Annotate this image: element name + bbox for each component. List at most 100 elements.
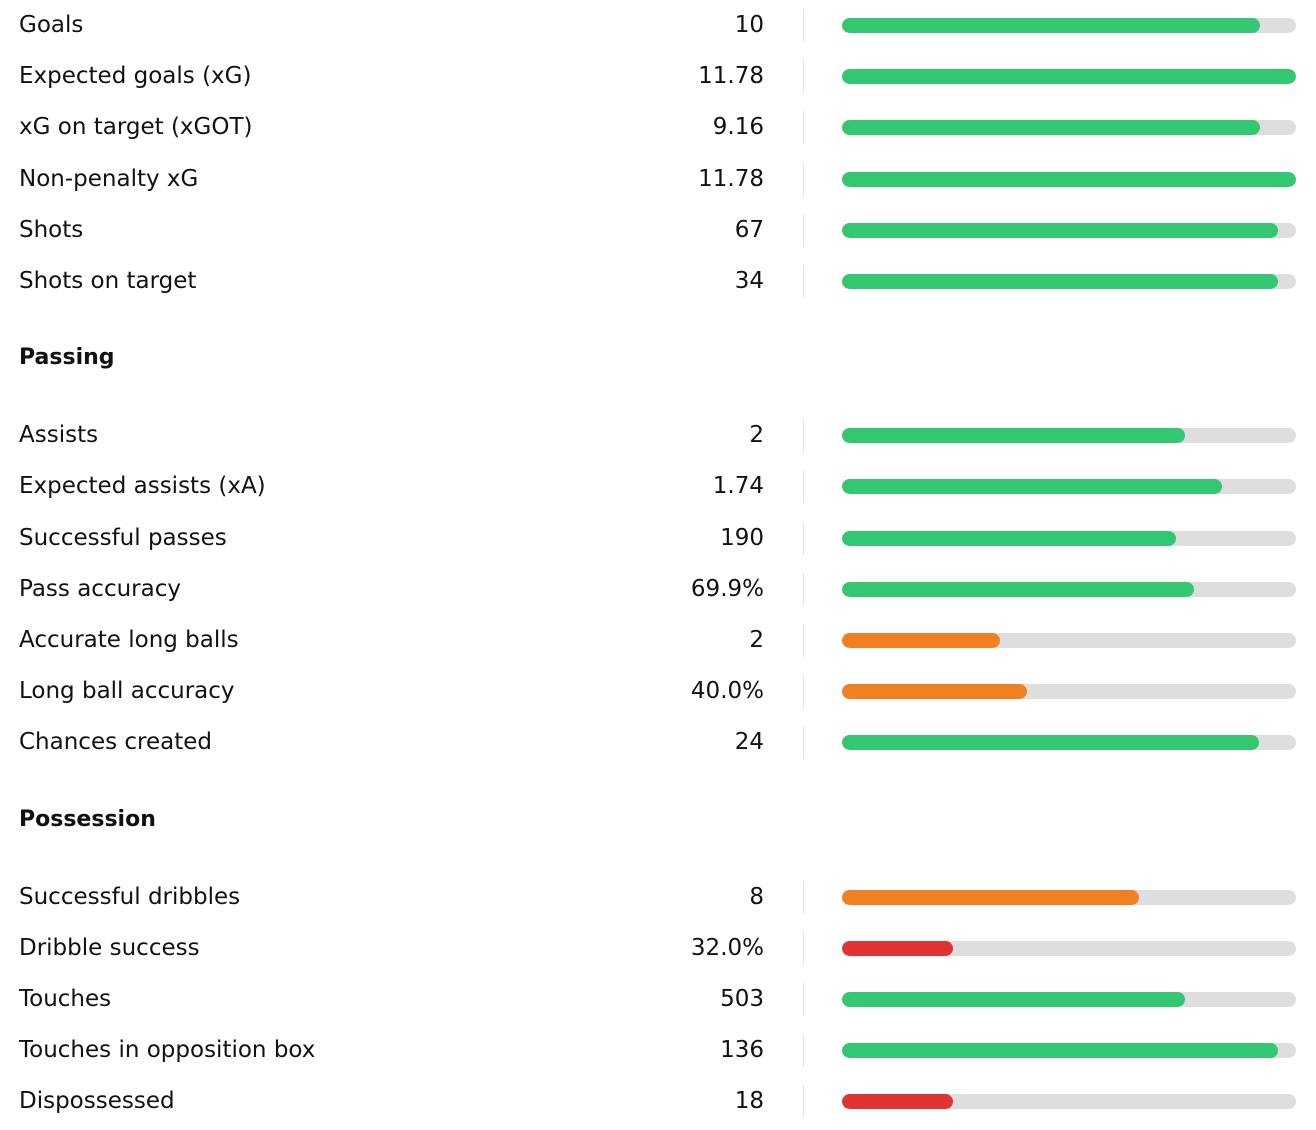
stat-row: Dribble success 32.0% xyxy=(0,923,1316,974)
stat-value: 40.0% xyxy=(690,678,764,704)
stat-bar-track xyxy=(842,633,1296,648)
stat-bar-fill xyxy=(842,274,1278,289)
stat-value: 11.78 xyxy=(698,166,764,192)
stat-value: 9.16 xyxy=(712,114,764,140)
stat-bar-fill xyxy=(842,735,1259,750)
stat-row: Dispossessed 18 xyxy=(0,1076,1316,1127)
stat-bar-track xyxy=(842,18,1296,33)
column-divider xyxy=(803,265,804,298)
stat-bar-track xyxy=(842,992,1296,1007)
stat-label: Touches in opposition box xyxy=(19,1037,316,1063)
stat-label: Shots xyxy=(19,217,84,243)
stat-value: 11.78 xyxy=(698,63,764,89)
column-divider xyxy=(803,419,804,452)
column-divider xyxy=(803,111,804,144)
stat-value: 136 xyxy=(720,1037,764,1063)
stat-bar-track xyxy=(842,172,1296,187)
column-divider xyxy=(803,1085,804,1118)
stat-label: Successful dribbles xyxy=(19,884,241,910)
stat-row: Pass accuracy 69.9% xyxy=(0,564,1316,615)
stat-row: Touches 503 xyxy=(0,974,1316,1025)
stat-bar-track xyxy=(842,479,1296,494)
stat-label: Chances created xyxy=(19,729,213,755)
column-divider xyxy=(803,9,804,42)
section-title: Passing xyxy=(19,345,115,371)
column-divider xyxy=(803,726,804,759)
stat-value: 190 xyxy=(720,525,764,551)
stat-row: Touches in opposition box 136 xyxy=(0,1025,1316,1076)
stat-label: Expected goals (xG) xyxy=(19,63,252,89)
stat-label: Touches xyxy=(19,986,112,1012)
stat-bar-track xyxy=(842,531,1296,546)
stat-value: 10 xyxy=(734,12,764,38)
stat-value: 8 xyxy=(749,884,764,910)
stat-row: Non-penalty xG 11.78 xyxy=(0,154,1316,205)
column-divider xyxy=(803,1034,804,1067)
stat-label: Goals xyxy=(19,12,84,38)
stat-value: 18 xyxy=(734,1088,764,1114)
stat-bar-fill xyxy=(842,172,1296,187)
stat-row: Goals 10 xyxy=(0,0,1316,51)
stat-label: Pass accuracy xyxy=(19,576,181,602)
stat-label: Expected assists (xA) xyxy=(19,473,266,499)
stat-label: Assists xyxy=(19,422,99,448)
stat-bar-fill xyxy=(842,479,1222,494)
stat-label: Dispossessed xyxy=(19,1088,175,1114)
stat-bar-track xyxy=(842,274,1296,289)
stat-row: Successful passes 190 xyxy=(0,513,1316,564)
stat-bar-fill xyxy=(842,1043,1278,1058)
column-divider xyxy=(803,881,804,914)
stat-row: xG on target (xGOT) 9.16 xyxy=(0,102,1316,153)
column-divider xyxy=(803,60,804,93)
stat-bar-fill xyxy=(842,223,1278,238)
stat-bar-fill xyxy=(842,992,1185,1007)
stat-label: Successful passes xyxy=(19,525,227,551)
stat-value: 67 xyxy=(734,217,764,243)
column-divider xyxy=(803,675,804,708)
column-divider xyxy=(803,522,804,555)
stat-label: xG on target (xGOT) xyxy=(19,114,253,140)
stat-label: Non-penalty xG xyxy=(19,166,199,192)
column-divider xyxy=(803,573,804,606)
stat-row: Shots on target 34 xyxy=(0,256,1316,307)
stat-bar-track xyxy=(842,223,1296,238)
stat-value: 24 xyxy=(734,729,764,755)
stat-bar-fill xyxy=(842,890,1139,905)
stat-value: 2 xyxy=(749,422,764,448)
stat-bar-track xyxy=(842,1094,1296,1109)
stat-bar-track xyxy=(842,120,1296,135)
stat-bar-track xyxy=(842,428,1296,443)
column-divider xyxy=(803,214,804,247)
stat-label: Dribble success xyxy=(19,935,200,961)
stat-bar-track xyxy=(842,582,1296,597)
column-divider xyxy=(803,163,804,196)
stat-row: Chances created 24 xyxy=(0,717,1316,768)
stat-bar-fill xyxy=(842,582,1194,597)
stat-row: Expected goals (xG) 11.78 xyxy=(0,51,1316,102)
stat-value: 69.9% xyxy=(690,576,764,602)
stat-row: Successful dribbles 8 xyxy=(0,872,1316,923)
stat-bar-track xyxy=(842,1043,1296,1058)
stat-bar-fill xyxy=(842,69,1296,84)
stat-value: 503 xyxy=(720,986,764,1012)
stat-bar-fill xyxy=(842,941,953,956)
stat-row: Accurate long balls 2 xyxy=(0,615,1316,666)
stat-value: 32.0% xyxy=(690,935,764,961)
stat-bar-track xyxy=(842,684,1296,699)
stat-label: Shots on target xyxy=(19,268,197,294)
stat-bar-fill xyxy=(842,684,1027,699)
column-divider xyxy=(803,932,804,965)
stat-row: Shots 67 xyxy=(0,205,1316,256)
stat-bar-fill xyxy=(842,1094,953,1109)
stat-bar-fill xyxy=(842,633,1000,648)
stat-row: Expected assists (xA) 1.74 xyxy=(0,461,1316,512)
stat-row: Assists 2 xyxy=(0,410,1316,461)
column-divider xyxy=(803,983,804,1016)
column-divider xyxy=(803,470,804,503)
section-title: Possession xyxy=(19,806,156,832)
stat-bar-fill xyxy=(842,428,1185,443)
stat-bar-fill xyxy=(842,531,1176,546)
stat-value: 34 xyxy=(734,268,764,294)
stat-bar-fill xyxy=(842,18,1260,33)
